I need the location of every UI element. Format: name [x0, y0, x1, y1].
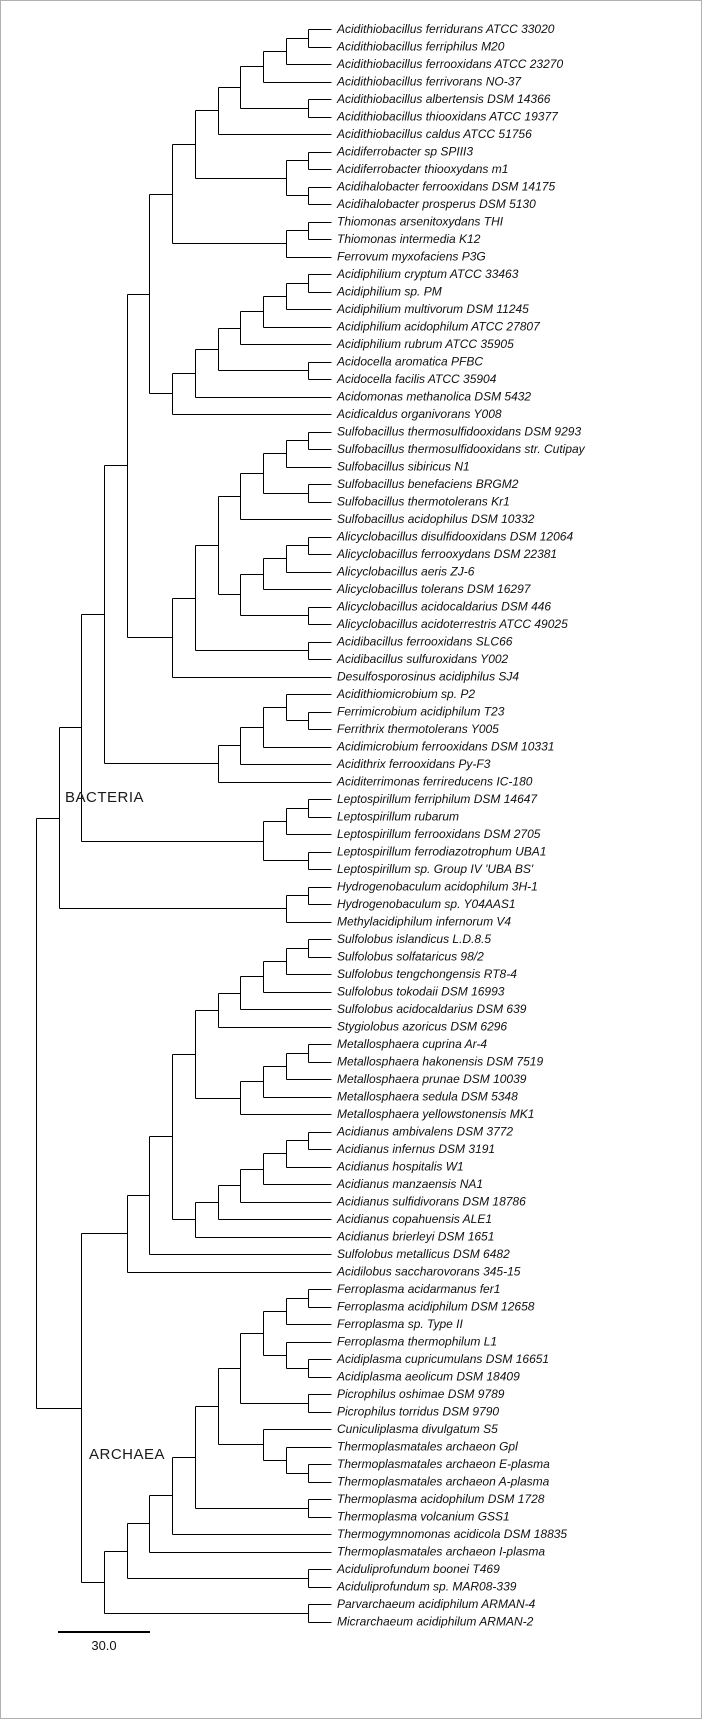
taxon-label: Acidithiobacillus albertensis DSM 14366 — [336, 92, 551, 106]
taxon-label: Acidihalobacter prosperus DSM 5130 — [336, 197, 536, 211]
taxon-label: Acidilobus saccharovorans 345-15 — [336, 1265, 521, 1279]
taxon-label: Stygiolobus azoricus DSM 6296 — [337, 1020, 507, 1034]
taxon-label: Sulfolobus metallicus DSM 6482 — [337, 1247, 510, 1261]
taxon-label: Acidiferrobacter sp SPIII3 — [336, 145, 473, 159]
scale-bar-label: 30.0 — [91, 1638, 117, 1653]
taxon-label: Leptospirillum rubarum — [337, 810, 459, 824]
taxon-label: Hydrogenobaculum sp. Y04AAS1 — [337, 897, 516, 911]
taxon-label: Sulfolobus solfataricus 98/2 — [337, 950, 484, 964]
taxon-label: Sulfolobus tokodaii DSM 16993 — [337, 985, 505, 999]
taxon-label: Aciduliprofundum boonei T469 — [336, 1562, 500, 1576]
taxon-label: Thermoplasma acidophilum DSM 1728 — [337, 1492, 545, 1506]
taxon-label: Acidiplasma aeolicum DSM 18409 — [336, 1370, 520, 1384]
taxon-label: Sulfobacillus thermotolerans Kr1 — [337, 495, 510, 509]
taxon-label: Ferrimicrobium acidiphilum T23 — [337, 705, 505, 719]
taxon-label: Acidiplasma cupricumulans DSM 16651 — [336, 1352, 549, 1366]
taxon-label: Parvarchaeum acidiphilum ARMAN-4 — [337, 1597, 536, 1611]
taxon-label: Metallosphaera hakonensis DSM 7519 — [337, 1055, 543, 1069]
clade-label-bacteria: BACTERIA — [65, 789, 145, 806]
taxon-label: Picrophilus oshimae DSM 9789 — [337, 1387, 505, 1401]
scale-bar: 30.0 — [58, 1631, 150, 1653]
taxon-label: Ferroplasma acidarmanus fer1 — [337, 1282, 500, 1296]
taxon-label: Leptospirillum ferrooxidans DSM 2705 — [337, 827, 541, 841]
taxon-label: Acidiphilium sp. PM — [336, 285, 442, 299]
taxon-label: Acidianus manzaensis NA1 — [336, 1177, 483, 1191]
taxon-label: Sulfobacillus thermosulfidooxidans DSM 9… — [337, 425, 581, 439]
taxon-label: Sulfobacillus sibiricus N1 — [337, 460, 470, 474]
taxon-label: Acidithiomicrobium sp. P2 — [336, 687, 475, 701]
taxon-label: Alicyclobacillus ferrooxydans DSM 22381 — [336, 547, 557, 561]
taxon-label: Ferroplasma thermophilum L1 — [337, 1335, 497, 1349]
taxon-label: Sulfobacillus benefaciens BRGM2 — [337, 477, 519, 491]
taxon-label: Metallosphaera yellowstonensis MK1 — [337, 1107, 534, 1121]
taxon-label: Desulfosporosinus acidiphilus SJ4 — [337, 670, 519, 684]
taxon-label: Thermoplasma volcanium GSS1 — [337, 1510, 510, 1524]
taxon-label: Acidiphilium multivorum DSM 11245 — [336, 302, 529, 316]
taxon-label: Acidiferrobacter thiooxydans m1 — [336, 162, 508, 176]
taxon-label: Leptospirillum sp. Group IV 'UBA BS' — [337, 862, 534, 876]
taxon-label: Thermoplasmatales archaeon E-plasma — [337, 1457, 550, 1471]
taxon-label: Acidomonas methanolica DSM 5432 — [336, 390, 531, 404]
taxon-label: Acidocella facilis ATCC 35904 — [336, 372, 497, 386]
clade-label-archaea: ARCHAEA — [89, 1446, 166, 1463]
taxon-label: Thermoplasmatales archaeon Gpl — [337, 1440, 518, 1454]
taxon-label: Acidithiobacillus ferriphilus M20 — [336, 40, 505, 54]
taxon-label: Acidiphilium cryptum ATCC 33463 — [336, 267, 519, 281]
taxon-label: Metallosphaera sedula DSM 5348 — [337, 1090, 518, 1104]
taxon-label: Acidocella aromatica PFBC — [336, 355, 483, 369]
taxon-label: Aciduliprofundum sp. MAR08-339 — [336, 1580, 517, 1594]
taxon-label: Acidiphilium acidophilum ATCC 27807 — [336, 320, 541, 334]
taxon-label: Thermogymnomonas acidicola DSM 18835 — [337, 1527, 567, 1541]
taxon-label: Aciditerrimonas ferrireducens IC-180 — [336, 775, 533, 789]
taxon-label: Leptospirillum ferriphilum DSM 14647 — [337, 792, 538, 806]
scale-bar-line — [58, 1631, 150, 1633]
taxon-label: Acidithrix ferrooxidans Py-F3 — [336, 757, 491, 771]
taxon-label: Acidiphilium rubrum ATCC 35905 — [336, 337, 514, 351]
taxon-label: Ferrovum myxofaciens P3G — [337, 250, 486, 264]
taxon-label: Leptospirillum ferrodiazotrophum UBA1 — [337, 845, 546, 859]
taxon-label: Acidithiobacillus caldus ATCC 51756 — [336, 127, 532, 141]
taxon-label: Acidianus hospitalis W1 — [336, 1160, 464, 1174]
taxon-label: Sulfobacillus acidophilus DSM 10332 — [337, 512, 535, 526]
taxon-label: Sulfobacillus thermosulfidooxidans str. … — [337, 442, 586, 456]
taxon-label: Methylacidiphilum infernorum V4 — [337, 915, 511, 929]
taxon-label: Acidithiobacillus thiooxidans ATCC 19377 — [336, 110, 559, 124]
taxon-label: Cuniculiplasma divulgatum S5 — [337, 1422, 498, 1436]
taxon-label: Ferroplasma sp. Type II — [337, 1317, 463, 1331]
taxon-label: Alicyclobacillus disulfidooxidans DSM 12… — [336, 530, 573, 544]
taxon-label: Acidimicrobium ferrooxidans DSM 10331 — [336, 740, 554, 754]
taxon-label: Acidianus sulfidivorans DSM 18786 — [336, 1195, 526, 1209]
taxon-label: Acidihalobacter ferrooxidans DSM 14175 — [336, 180, 555, 194]
taxon-label: Hydrogenobaculum acidophilum 3H-1 — [337, 880, 538, 894]
taxon-label: Acidianus copahuensis ALE1 — [336, 1212, 492, 1226]
taxon-label: Acidibacillus sulfuroxidans Y002 — [336, 652, 509, 666]
taxon-label: Alicyclobacillus acidoterrestris ATCC 49… — [336, 617, 568, 631]
taxon-label: Acidithiobacillus ferrooxidans ATCC 2327… — [336, 57, 563, 71]
taxon-label: Thermoplasmatales archaeon A-plasma — [337, 1475, 550, 1489]
taxon-label: Acidianus brierleyi DSM 1651 — [336, 1230, 494, 1244]
taxon-label: Acidibacillus ferrooxidans SLC66 — [336, 635, 513, 649]
taxon-label: Thiomonas intermedia K12 — [337, 232, 481, 246]
taxon-label: Acidithiobacillus ferrivorans NO-37 — [336, 75, 522, 89]
taxon-label: Micrarchaeum acidiphilum ARMAN-2 — [337, 1615, 534, 1629]
taxon-label: Acidithiobacillus ferridurans ATCC 33020 — [336, 22, 555, 36]
taxon-label: Metallosphaera prunae DSM 10039 — [337, 1072, 527, 1086]
taxon-label: Alicyclobacillus aeris ZJ-6 — [336, 565, 475, 579]
taxon-label: Thermoplasmatales archaeon I-plasma — [337, 1545, 545, 1559]
taxon-label: Metallosphaera cuprina Ar-4 — [337, 1037, 487, 1051]
taxon-label: Acidianus ambivalens DSM 3772 — [336, 1125, 513, 1139]
taxon-label: Acidicaldus organivorans Y008 — [336, 407, 502, 421]
taxon-label: Ferroplasma acidiphilum DSM 12658 — [337, 1300, 535, 1314]
taxon-label: Sulfolobus tengchongensis RT8-4 — [337, 967, 517, 981]
taxon-label: Sulfolobus acidocaldarius DSM 639 — [337, 1002, 527, 1016]
taxon-label: Sulfolobus islandicus L.D.8.5 — [337, 932, 491, 946]
taxon-label: Picrophilus torridus DSM 9790 — [337, 1405, 499, 1419]
taxon-label: Acidianus infernus DSM 3191 — [336, 1142, 495, 1156]
taxon-label: Alicyclobacillus tolerans DSM 16297 — [336, 582, 532, 596]
taxon-label: Ferrithrix thermotolerans Y005 — [337, 722, 499, 736]
taxon-label: Thiomonas arsenitoxydans THI — [337, 215, 504, 229]
taxon-label: Alicyclobacillus acidocaldarius DSM 446 — [336, 600, 551, 614]
